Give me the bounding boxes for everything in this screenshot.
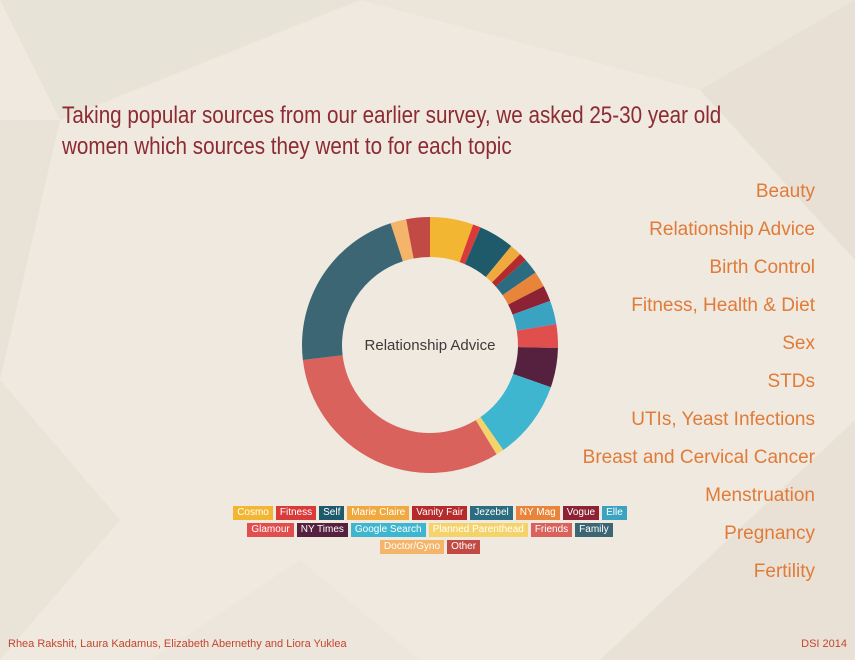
donut-slice-marie-claire[interactable] bbox=[485, 246, 521, 283]
donut-slice-ny-mag[interactable] bbox=[502, 272, 544, 305]
topic-pregnancy[interactable]: Pregnancy bbox=[724, 523, 815, 544]
donut-slice-self[interactable] bbox=[464, 227, 512, 278]
legend-item-glamour[interactable]: Glamour bbox=[247, 523, 294, 537]
legend-item-google-search[interactable]: Google Search bbox=[350, 523, 426, 537]
title-line-2: women which sources they went to for eac… bbox=[62, 133, 512, 160]
topic-breast-cervical-cancer[interactable]: Breast and Cervical Cancer bbox=[582, 447, 815, 468]
donut-slice-cosmo[interactable] bbox=[430, 217, 474, 263]
topic-sex[interactable]: Sex bbox=[782, 333, 815, 354]
donut-slice-family[interactable] bbox=[302, 223, 403, 360]
legend-item-jezebel[interactable]: Jezebel bbox=[470, 506, 513, 520]
donut-slice-elle[interactable] bbox=[512, 300, 557, 331]
topic-beauty[interactable]: Beauty bbox=[755, 181, 815, 202]
legend-item-self[interactable]: Self bbox=[319, 506, 345, 520]
legend-item-friends[interactable]: Friends bbox=[530, 523, 573, 537]
topic-list: Beauty Relationship Advice Birth Control… bbox=[495, 176, 815, 594]
page-title: Taking popular sources from our earlier … bbox=[62, 100, 722, 162]
donut-slice-friends[interactable] bbox=[302, 355, 497, 473]
legend-item-family[interactable]: Family bbox=[575, 523, 613, 537]
topic-stds[interactable]: STDs bbox=[767, 371, 816, 392]
legend-item-cosmo[interactable]: Cosmo bbox=[233, 506, 273, 520]
legend-item-ny-mag[interactable]: NY Mag bbox=[515, 506, 560, 520]
donut-chart-svg bbox=[302, 217, 558, 473]
legend-item-elle[interactable]: Elle bbox=[602, 506, 627, 520]
donut-chart: Relationship Advice bbox=[290, 205, 570, 485]
legend-item-other[interactable]: Other bbox=[447, 540, 481, 554]
topic-fertility[interactable]: Fertility bbox=[753, 561, 815, 582]
donut-slice-fitness[interactable] bbox=[459, 224, 481, 265]
topic-utis-yeast-infections[interactable]: UTIs, Yeast Infections bbox=[631, 409, 815, 430]
topic-relationship-advice[interactable]: Relationship Advice bbox=[649, 219, 815, 240]
legend-item-doctor-gyno[interactable]: Doctor/Gyno bbox=[379, 540, 445, 554]
title-line-1: Taking popular sources from our earlier … bbox=[62, 102, 722, 129]
donut-slice-planned-parenthead[interactable] bbox=[475, 417, 504, 455]
topic-fitness-health-diet[interactable]: Fitness, Health & Diet bbox=[631, 295, 815, 316]
footer-tag: DSI 2014 bbox=[801, 638, 847, 650]
donut-slice-jezebel[interactable] bbox=[495, 259, 536, 296]
chart-legend: Cosmo Fitness Self Marie Claire Vanity Fair J… bbox=[230, 506, 630, 554]
footer-authors: Rhea Rakshit, Laura Kadamus, Elizabeth A… bbox=[8, 638, 347, 650]
donut-slice-google-search[interactable] bbox=[480, 374, 551, 450]
legend-item-planned-parenthead[interactable]: Planned Parenthead bbox=[428, 523, 528, 537]
legend-item-vogue[interactable]: Vogue bbox=[562, 506, 600, 520]
legend-item-ny-times[interactable]: NY Times bbox=[296, 523, 348, 537]
topic-menstruation[interactable]: Menstruation bbox=[705, 485, 815, 506]
donut-slice-glamour[interactable] bbox=[516, 324, 558, 349]
donut-slice-doctor-gyno[interactable] bbox=[390, 219, 414, 262]
donut-slice-other[interactable] bbox=[406, 217, 430, 259]
topic-birth-control[interactable]: Birth Control bbox=[709, 257, 815, 278]
donut-slice-vogue[interactable] bbox=[508, 286, 551, 315]
legend-item-fitness[interactable]: Fitness bbox=[275, 506, 317, 520]
donut-slice-vanity-fair[interactable] bbox=[491, 254, 526, 287]
legend-item-vanity-fair[interactable]: Vanity Fair bbox=[412, 506, 468, 520]
legend-item-marie-claire[interactable]: Marie Claire bbox=[347, 506, 410, 520]
donut-slice-ny-times[interactable] bbox=[513, 347, 558, 388]
